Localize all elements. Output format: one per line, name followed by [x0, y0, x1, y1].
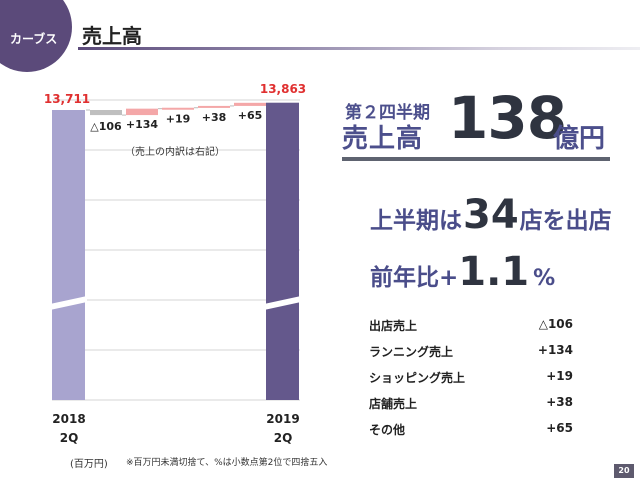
openings-prefix: 上半期は [370, 208, 462, 234]
header-rule [78, 47, 640, 50]
step-value-label: +134 [126, 118, 159, 131]
section-badge-label: カーブス [10, 32, 58, 46]
waterfall-step-bar [234, 102, 266, 106]
store-openings: 上半期は34店を出店 [370, 192, 612, 238]
waterfall-step-bar [162, 107, 194, 110]
waterfall-step-bar [90, 110, 122, 116]
axis-break-mark [264, 296, 301, 310]
breakdown-label: ランニング売上 [369, 345, 454, 359]
chart-inner-note: （売上の内訳は右記） [125, 145, 225, 158]
x-tick-label: 2Q [60, 431, 79, 445]
yoy-number: 1.1 [458, 249, 530, 295]
step-value-label: △106 [90, 120, 122, 133]
start-bar [52, 110, 85, 400]
yoy-prefix: 前年比+ [370, 265, 459, 291]
breakdown-value: +38 [546, 395, 573, 409]
breakdown-value: +19 [546, 369, 573, 383]
waterfall-step-bar [126, 108, 158, 116]
axis-break-mark [50, 296, 87, 310]
step-value-label: +38 [202, 111, 227, 124]
waterfall-step-bar [198, 105, 230, 108]
quarter-label: 第２四半期 [345, 103, 430, 123]
step-value-label: +19 [166, 113, 191, 126]
yoy-growth: 前年比+1.1% [370, 249, 555, 295]
breakdown-label: 店舗売上 [369, 397, 418, 411]
breakdown-label: その他 [369, 423, 406, 437]
x-tick-label: 2Q [274, 431, 293, 445]
breakdown-value: +134 [537, 343, 573, 357]
breakdown-value: +65 [546, 421, 573, 435]
end-bar [266, 102, 299, 400]
sales-unit: 億円 [553, 124, 606, 154]
breakdown-label: ショッピング売上 [369, 371, 466, 385]
page-number: 20 [614, 464, 634, 478]
openings-number: 34 [463, 192, 519, 238]
yoy-unit: % [533, 266, 556, 291]
breakdown-value: △106 [538, 317, 573, 331]
x-tick-label: 2018 [52, 412, 85, 426]
chart-unit-note: (百万円) [70, 459, 108, 470]
start-value-label: 13,711 [44, 92, 90, 106]
breakdown-label: 出店売上 [369, 319, 418, 333]
chart-footnote: ※百万円未満切捨て、%は小数点第2位で四捨五入 [126, 458, 328, 468]
sales-value: 138 [448, 84, 567, 152]
page-title: 売上高 [82, 24, 142, 48]
step-value-label: +65 [238, 109, 263, 122]
x-tick-label: 2019 [266, 412, 299, 426]
end-value-label: 13,863 [260, 82, 306, 96]
openings-suffix: 店を出店 [519, 208, 612, 234]
sales-label: 売上高 [342, 124, 424, 154]
sales-rule [342, 157, 610, 161]
